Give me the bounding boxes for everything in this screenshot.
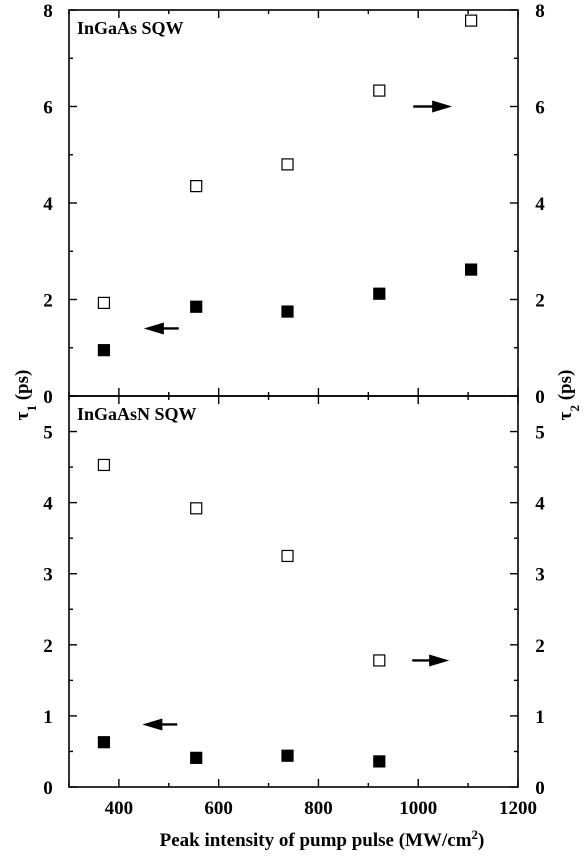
y-axis-right-symbol: τ: [555, 411, 576, 420]
y-tick-label-right: 1: [535, 707, 545, 728]
arrow-left-head: [143, 322, 164, 335]
y-tick-label-left: 3: [43, 565, 53, 586]
y-axis-right-label: τ2 (ps): [555, 370, 582, 421]
panel-2-title: InGaAsN SQW: [77, 404, 197, 424]
y-tick-label-right: 4: [535, 494, 545, 515]
y-tick-label-left: 2: [43, 636, 53, 657]
y-tick-label-left: 4: [43, 194, 53, 215]
panel-2-frame: [68, 395, 519, 788]
y-tick-label-left: 1: [43, 707, 53, 728]
marker-tau1: [465, 263, 478, 276]
y-tick-label-left: 6: [43, 98, 53, 119]
y-tick-label-left: 0: [43, 778, 53, 799]
y-tick-label-right: 3: [535, 565, 545, 586]
marker-tau1: [97, 344, 111, 357]
y-tick-label-right: 2: [535, 291, 545, 312]
y-axis-right-unit: (ps): [555, 370, 576, 405]
marker-tau1: [190, 300, 203, 313]
marker-tau2: [97, 296, 111, 309]
marker-tau1: [373, 755, 386, 768]
marker-tau1: [281, 749, 294, 762]
panel-1-frame: [68, 9, 519, 397]
arrow-right-head: [432, 100, 453, 113]
y-tick-label-right: 5: [535, 423, 545, 444]
marker-tau2: [281, 158, 294, 171]
marker-tau2: [190, 180, 203, 193]
x-tick-label: 800: [304, 798, 333, 819]
marker-tau1: [281, 305, 294, 318]
x-tick-label: 400: [105, 798, 134, 819]
panel-1-title: InGaAs SQW: [77, 18, 184, 38]
marker-tau2: [373, 654, 386, 667]
marker-tau2: [97, 458, 111, 472]
x-axis-label-text: Peak intensity of pump pulse (MW/cm: [160, 830, 472, 851]
y-tick-label-right: 2: [535, 636, 545, 657]
y-axis-right-sub: 2: [567, 405, 582, 412]
y-tick-label-right: 6: [535, 98, 545, 119]
y-tick-label-left: 2: [43, 291, 53, 312]
y-axis-left-unit: (ps): [12, 370, 33, 405]
x-axis-label: Peak intensity of pump pulse (MW/cm2): [160, 827, 485, 852]
marker-tau2: [190, 502, 203, 515]
chart-panels: InGaAs SQW 0 0 2 2 4 4 6 6 8 8 InGaAsN SQW 0 0 1 1 2 2 3 3 4…: [43, 1, 545, 819]
marker-tau2: [373, 84, 386, 97]
marker-tau2: [465, 14, 478, 27]
y-axis-left-sub: 1: [24, 405, 39, 412]
y-tick-label-right: 0: [535, 778, 545, 799]
x-axis-label-end: ): [478, 830, 484, 851]
y-tick-label-left: 4: [43, 494, 53, 515]
x-tick-label: 1000: [399, 798, 437, 819]
y-tick-label-left: 5: [43, 423, 53, 444]
marker-tau1: [373, 287, 386, 300]
marker-tau2: [281, 549, 294, 563]
x-tick-label: 600: [204, 798, 233, 819]
arrow-left-head: [142, 718, 163, 731]
arrow-right-head: [429, 654, 450, 667]
x-axis-label-sup: 2: [472, 827, 479, 842]
y-tick-label-right: 4: [535, 194, 545, 215]
marker-tau1: [97, 736, 111, 749]
y-tick-label-right: 0: [535, 387, 545, 408]
x-tick-label: 1200: [499, 798, 537, 819]
y-tick-label-right: 8: [535, 1, 545, 22]
marker-tau1: [190, 751, 203, 764]
y-axis-left-symbol: τ: [12, 411, 33, 420]
y-axis-left-label: τ1 (ps): [12, 370, 39, 421]
y-tick-label-left: 8: [43, 1, 53, 22]
y-tick-label-left: 0: [43, 387, 53, 408]
